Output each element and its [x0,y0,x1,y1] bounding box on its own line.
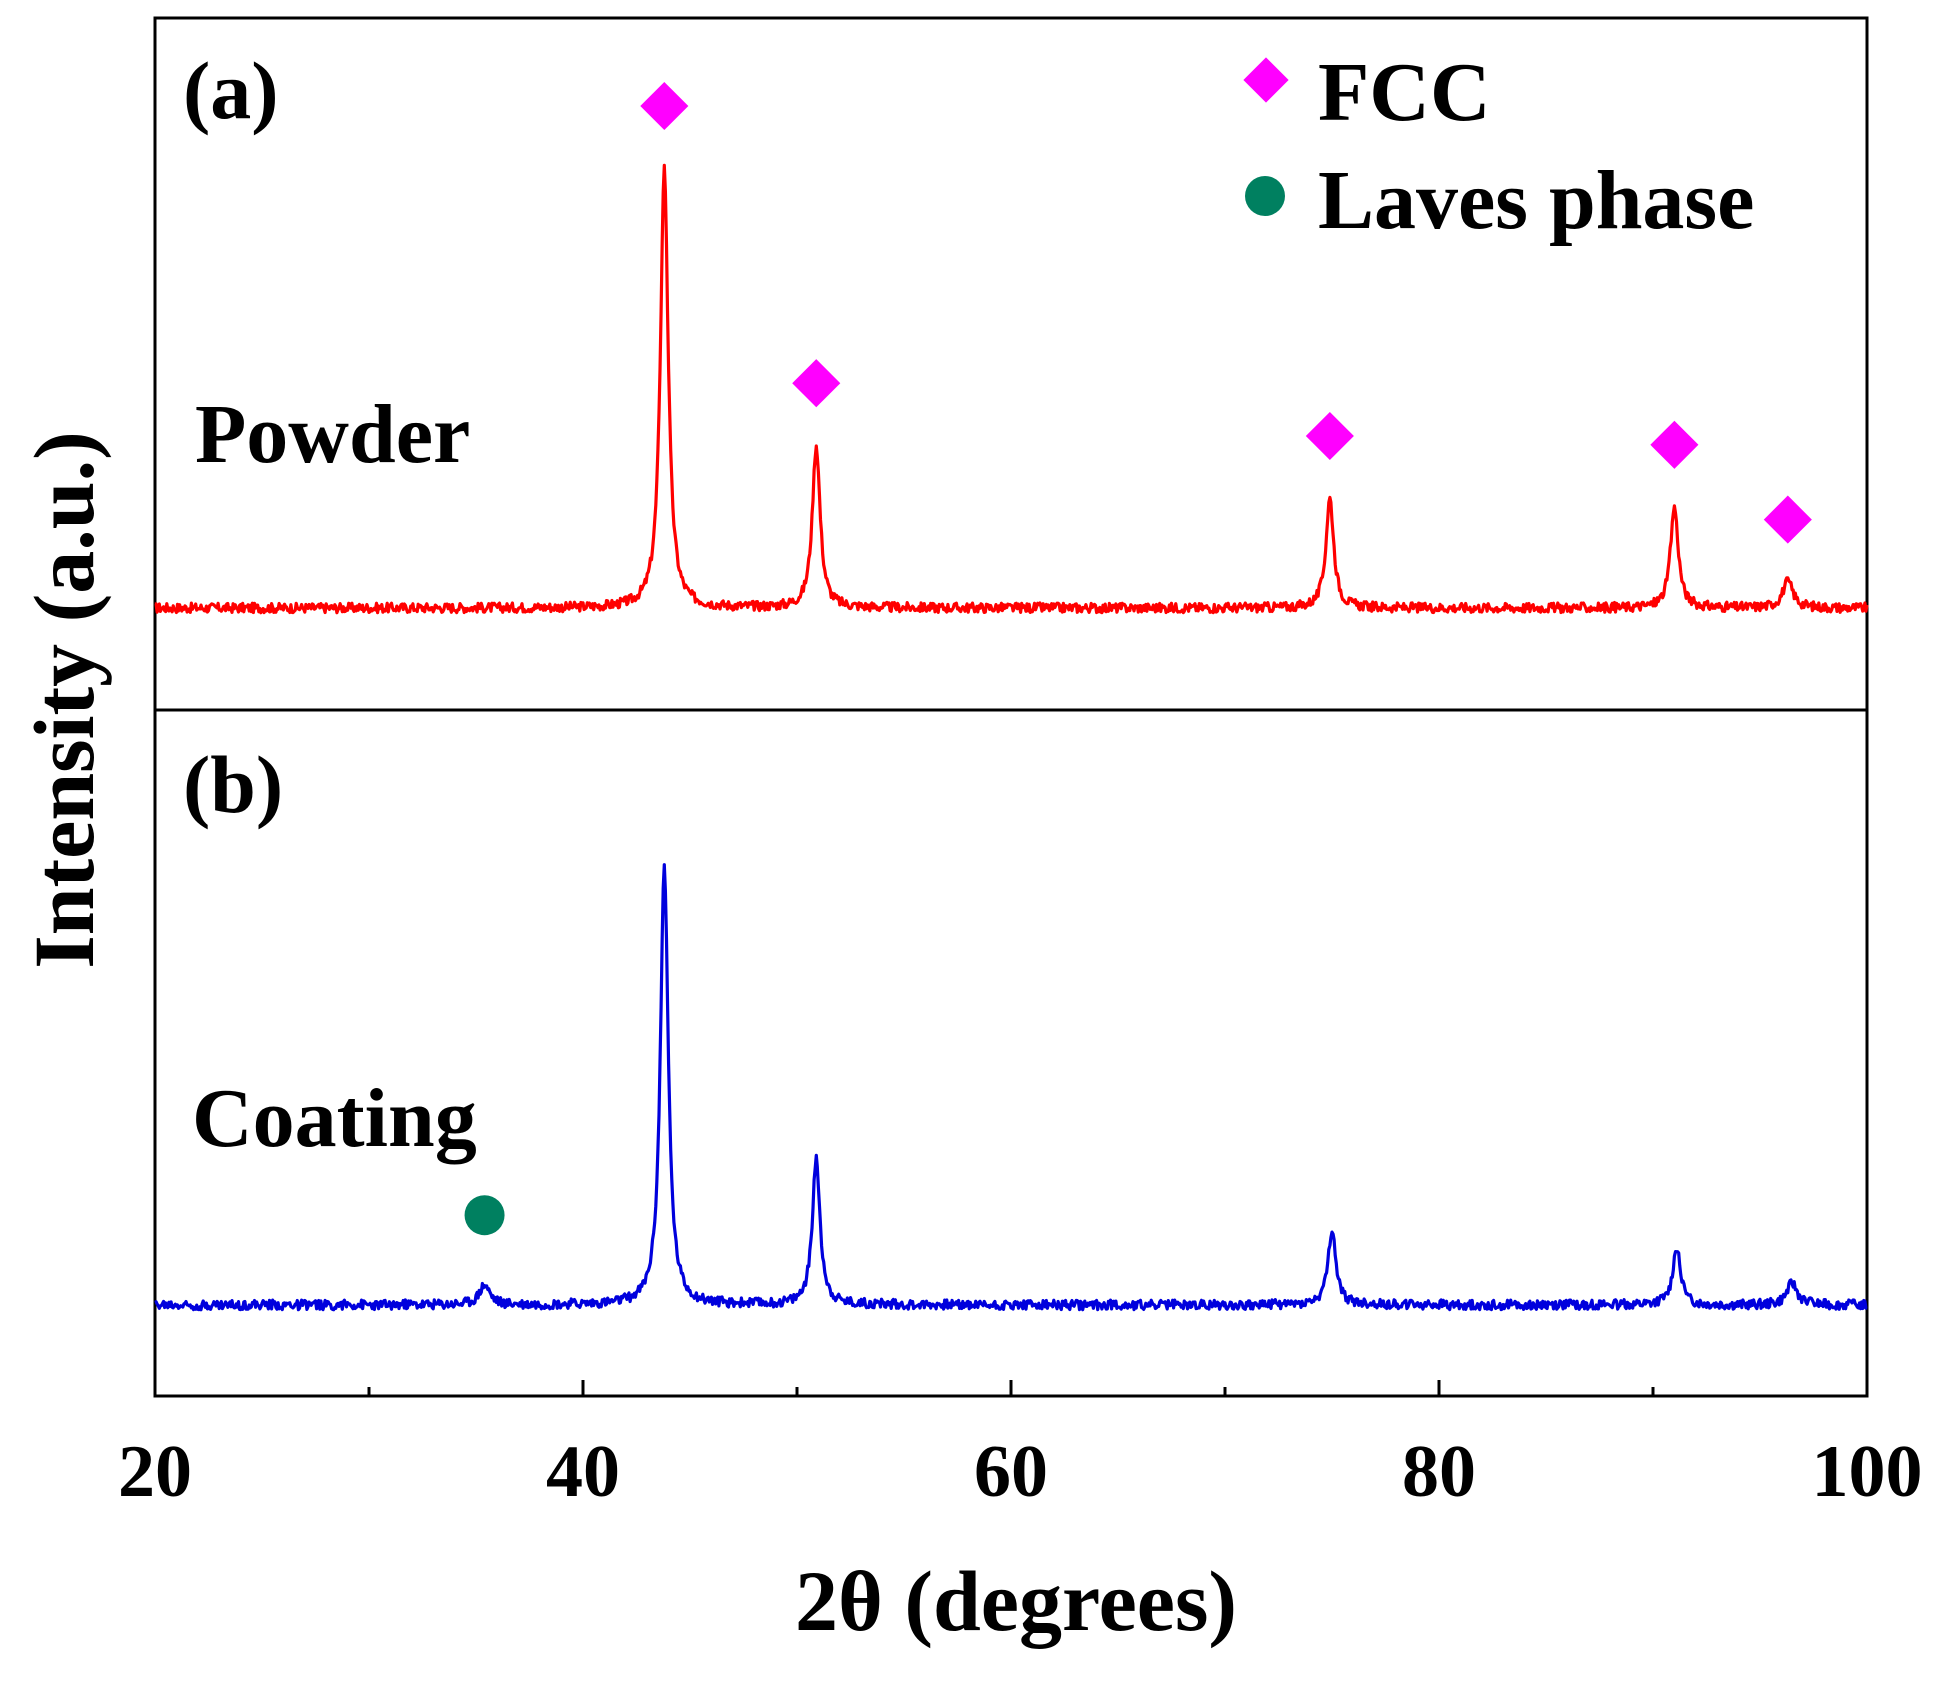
x-tick-label-100: 100 [1812,1431,1923,1513]
legend-laves-label: Laves phase [1318,154,1754,247]
x-axis: 20 40 60 80 100 [118,1380,1923,1513]
fcc-marker-a-4 [1763,495,1812,544]
legend-laves-marker [1245,176,1285,216]
panel-b [154,863,1868,1312]
sample-label-powder: Powder [195,388,470,481]
x-axis-title: 2θ (degrees) [795,1553,1237,1649]
fcc-marker-a-0 [640,81,689,131]
series-powder-line [154,163,1869,615]
legend-fcc-marker [1243,57,1289,103]
fcc-marker-a-2 [1305,411,1354,461]
fcc-marker-a-3 [1650,420,1699,469]
sample-label-coating: Coating [192,1072,477,1165]
x-tick-label-60: 60 [974,1431,1048,1513]
fcc-marker-a-1 [792,359,841,408]
x-tick-label-80: 80 [1402,1431,1476,1513]
panel-label-a: (a) [183,45,279,136]
series-coating-line [154,863,1868,1312]
legend: FCC Laves phase [1243,46,1754,247]
laves-marker-b-0 [464,1195,505,1236]
panel-label-b: (b) [183,739,283,830]
x-tick-label-20: 20 [118,1431,192,1513]
legend-fcc-label: FCC [1318,46,1491,139]
y-axis-title: Intensity (a.u.) [16,431,112,969]
x-tick-label-40: 40 [546,1431,620,1513]
